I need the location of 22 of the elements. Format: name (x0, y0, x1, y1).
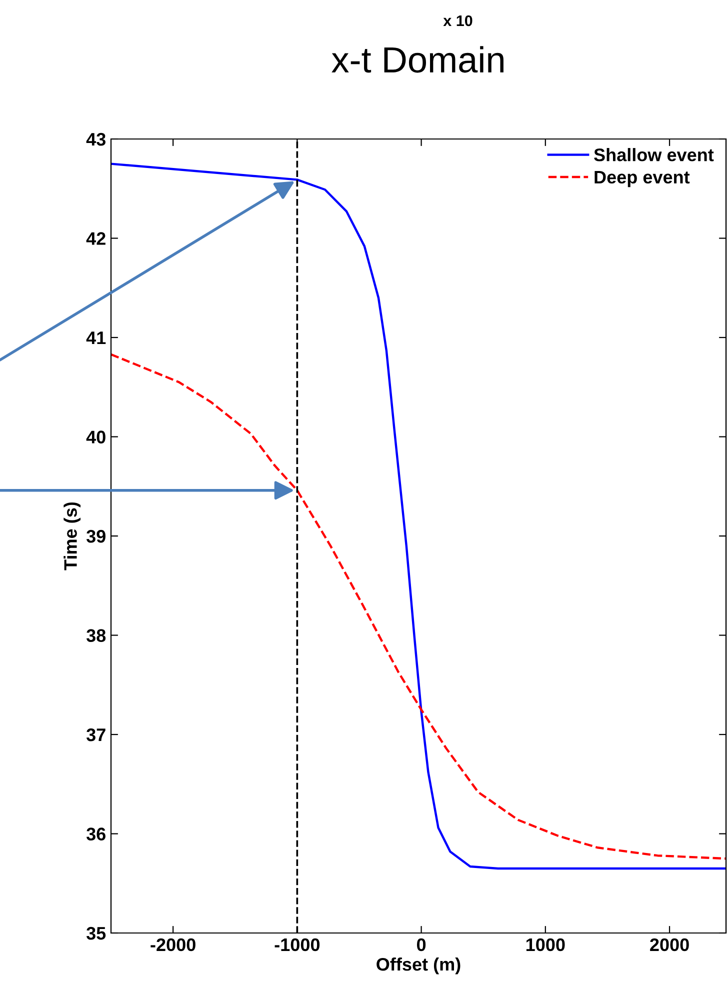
x-axis-title: Offset (m) (376, 957, 460, 974)
x-tick-label: 2000 (650, 938, 689, 952)
text: x 10 (443, 15, 472, 26)
legend-label: Shallow event (594, 148, 714, 162)
x-tick-label: 1000 (526, 938, 565, 952)
y-tick-label: 40 (86, 430, 106, 444)
y-axis-title: Time (s) (64, 502, 80, 570)
line-series (111, 353, 726, 860)
y-tick-label: 36 (86, 828, 106, 840)
chart-title: x-t Domain (332, 46, 504, 73)
y-tick-label: 42 (86, 232, 106, 245)
y-tick-label: 38 (86, 629, 106, 642)
x-tick-label: -1000 (274, 938, 320, 952)
y-tick-label: 35 (86, 926, 106, 940)
y-tick-label: 39 (86, 530, 106, 543)
x-tick-label: 0 (416, 938, 426, 952)
legend-label: Deep event (594, 170, 690, 188)
line-series (111, 162, 726, 870)
y-tick-label: 37 (86, 728, 106, 742)
y-tick-label: 41 (86, 332, 106, 344)
y-tick-label: 43 (86, 132, 106, 146)
x-tick-label: -2000 (150, 938, 196, 952)
